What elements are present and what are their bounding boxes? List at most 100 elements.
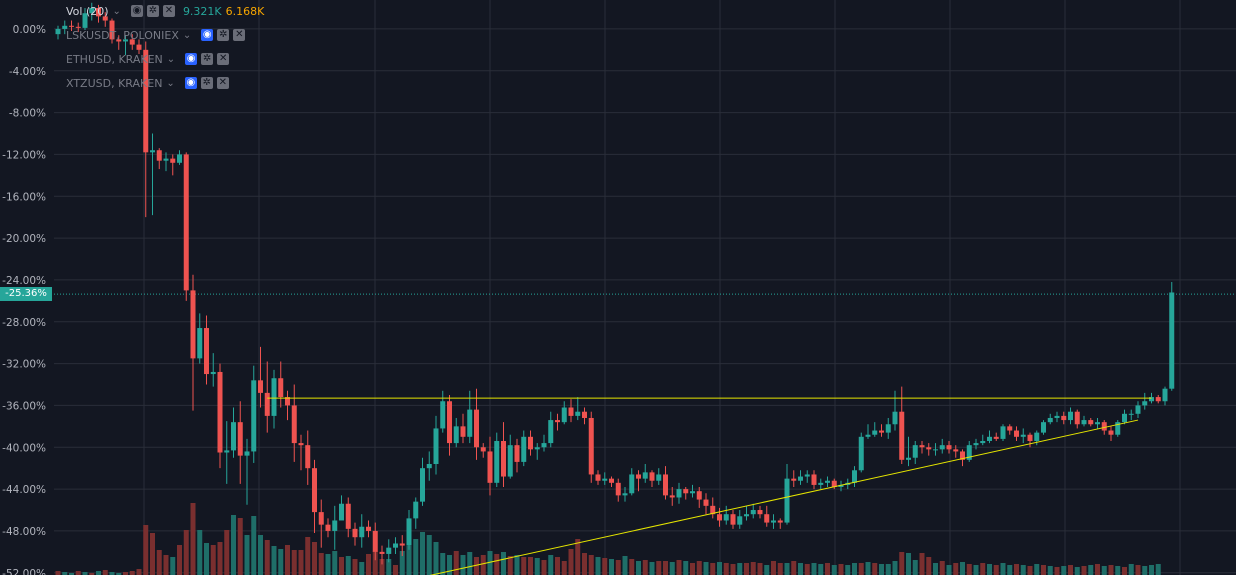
volume-bar: [744, 563, 749, 575]
volume-bar: [845, 565, 851, 575]
candle-body: [872, 430, 878, 435]
candle-body: [278, 378, 284, 398]
volume-bar: [825, 563, 830, 575]
volume-bar: [163, 555, 169, 575]
eye-icon[interactable]: ◉: [201, 29, 214, 41]
candle-body: [791, 478, 797, 481]
candle-body: [494, 440, 500, 483]
chevron-down-icon[interactable]: ⌄: [166, 53, 176, 65]
candle-body: [123, 39, 128, 42]
trendlines[interactable]: [267, 397, 1152, 575]
candle-body: [1054, 415, 1060, 418]
trendline: [429, 419, 1139, 575]
volume-bar: [318, 553, 324, 575]
candle-body: [642, 472, 648, 479]
close-icon[interactable]: ✕: [216, 77, 229, 89]
candle-body: [534, 447, 540, 450]
candle-body: [933, 449, 938, 451]
candle-body: [1014, 430, 1019, 437]
chevron-down-icon[interactable]: ⌄: [182, 29, 192, 41]
volume-bar: [62, 572, 68, 575]
candle-body: [96, 8, 101, 17]
candle-body: [987, 436, 992, 441]
volume-bar: [359, 562, 365, 575]
candle-body: [939, 445, 945, 450]
candle-body: [55, 28, 61, 35]
candle-body: [1088, 420, 1094, 425]
gear-icon[interactable]: ✲: [146, 5, 159, 17]
y-tick-label: -48.00%: [2, 526, 46, 538]
candle-body: [919, 445, 925, 448]
eye-icon[interactable]: ◉: [184, 77, 197, 89]
volume-bar: [885, 564, 891, 575]
volume-bar: [534, 558, 540, 575]
volume-bar: [609, 559, 614, 575]
candle-body: [703, 499, 709, 506]
gear-icon[interactable]: ✲: [200, 77, 213, 89]
volume-bar: [993, 565, 999, 575]
chevron-down-icon[interactable]: ⌄: [112, 5, 121, 17]
close-icon[interactable]: ✕: [162, 5, 175, 17]
candle-body: [1027, 434, 1033, 441]
candle-body: [75, 26, 81, 28]
volume-bar: [352, 559, 358, 575]
candle-body: [946, 445, 952, 450]
volume-bar: [946, 565, 952, 575]
candle-body: [379, 551, 385, 554]
candle-body: [858, 436, 864, 471]
candle-body: [204, 328, 209, 375]
candle-body: [595, 474, 601, 481]
gear-icon[interactable]: ✲: [201, 53, 214, 65]
candle-body: [676, 489, 682, 498]
chevron-down-icon[interactable]: ⌄: [166, 77, 175, 89]
volume-bar: [1047, 566, 1053, 575]
volume-bar: [818, 564, 824, 575]
volume-bar: [285, 545, 290, 575]
volume-bar: [683, 561, 689, 575]
candle-body: [1041, 422, 1046, 433]
volume-bar: [420, 532, 425, 575]
volume-bar: [987, 564, 992, 575]
y-tick-label: -16.00%: [2, 191, 46, 203]
candle-body: [467, 409, 473, 437]
candle-body: [588, 417, 594, 475]
eye-icon[interactable]: ◉: [130, 5, 143, 17]
volume-bar: [305, 537, 311, 575]
volume-bar: [960, 562, 965, 575]
close-icon[interactable]: ✕: [233, 29, 246, 41]
y-tick-label: -28.00%: [2, 317, 46, 329]
gear-icon[interactable]: ✲: [217, 29, 230, 41]
candle-body: [413, 501, 419, 519]
candle-body: [784, 478, 790, 523]
volume-bar: [730, 564, 736, 575]
volume-bar: [1027, 566, 1033, 575]
candle-body: [170, 158, 176, 163]
candle-body: [717, 514, 722, 521]
volume-bar: [710, 563, 716, 575]
candle-body: [710, 505, 716, 515]
volume-bar: [440, 553, 446, 575]
volume-bar: [642, 560, 648, 575]
volume-bar: [811, 563, 817, 575]
candle-body: [993, 436, 999, 439]
volume-bar: [487, 551, 493, 575]
candle-body: [656, 474, 662, 481]
y-tick-label: -20.00%: [2, 233, 46, 245]
y-tick-label: -12.00%: [2, 149, 46, 161]
candle-body: [264, 392, 270, 416]
volume-bar: [1101, 566, 1107, 575]
volume-bar: [1088, 565, 1094, 575]
candle-body: [136, 44, 142, 50]
volume-bar: [872, 563, 878, 575]
compare-legend-ethusd: ETHUSD, KRAKEN ⌄ ◉ ✲ ✕: [66, 51, 230, 67]
candle-body: [636, 474, 641, 479]
volume-bar: [737, 563, 743, 575]
candle-body: [372, 530, 378, 552]
volume-bar: [703, 562, 709, 575]
close-icon[interactable]: ✕: [217, 53, 230, 65]
eye-icon[interactable]: ◉: [185, 53, 198, 65]
candle-body: [879, 430, 884, 433]
volume-bar: [332, 551, 338, 575]
volume-bar: [406, 546, 412, 575]
